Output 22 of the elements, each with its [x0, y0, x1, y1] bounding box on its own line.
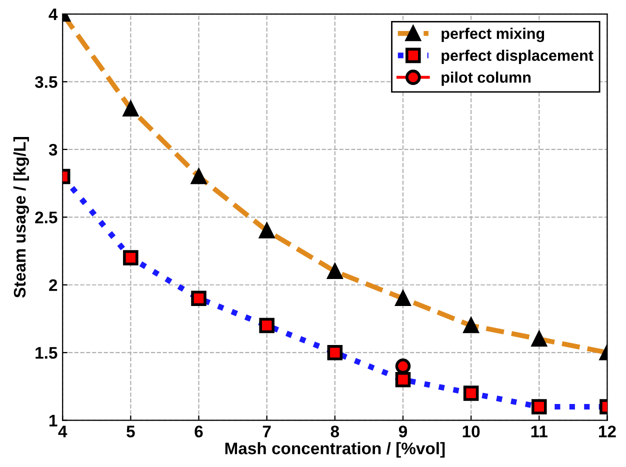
y-tick-label: 2 [49, 279, 58, 291]
x-tick-label: 6 [194, 426, 203, 438]
y-tick-label: 1.5 [36, 347, 58, 359]
legend-label: perfect mixing [442, 28, 544, 42]
y-tick-label: 4 [48, 8, 58, 20]
point [395, 358, 411, 374]
x-axis-title: Mash concentration / [%vol] [225, 442, 445, 458]
y-tick-label: 1 [50, 414, 58, 426]
x-tick-label: 10 [462, 426, 480, 438]
y-axis-title: Steam usage / [kg/L] [13, 137, 30, 298]
y-tick-label: 3.5 [34, 76, 58, 88]
x-tick-label: 8 [330, 426, 340, 438]
legend-label: pilot column [442, 72, 531, 86]
x-tick-label: 9 [398, 426, 408, 438]
y-tick-label: 2.5 [35, 212, 58, 224]
y-tick-label: 3 [48, 144, 58, 156]
x-tick-label: 4 [58, 426, 68, 438]
legend-label: perfect displacement [442, 50, 594, 64]
x-tick-label: 5 [126, 426, 135, 438]
x-tick-label: 12 [599, 426, 616, 438]
x-tick-label: 7 [262, 426, 271, 438]
x-tick-label: 11 [531, 426, 548, 438]
